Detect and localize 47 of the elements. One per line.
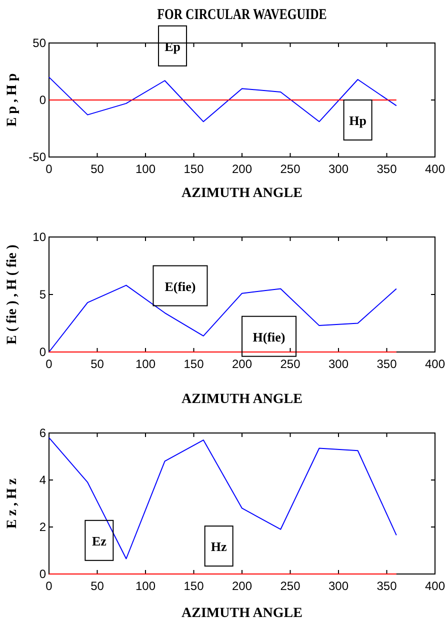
x-tick-label: 100 bbox=[135, 162, 156, 176]
x-tick-label: 400 bbox=[424, 357, 445, 371]
x-tick-label: 250 bbox=[280, 357, 301, 371]
x-tick-label: 50 bbox=[90, 357, 104, 371]
x-tick-label: 50 bbox=[90, 162, 104, 176]
y-tick-label: 0 bbox=[39, 567, 46, 581]
x-tick-label: 400 bbox=[424, 579, 445, 593]
x-tick-label: 150 bbox=[184, 162, 204, 176]
x-tick-label: 350 bbox=[376, 579, 398, 593]
annotation: E(fie) bbox=[164, 278, 196, 294]
y-tick-label: -50 bbox=[28, 150, 46, 164]
x-tick-label: 150 bbox=[184, 579, 204, 593]
y-tick-label: 0 bbox=[39, 345, 46, 359]
y-tick-label: 0 bbox=[39, 93, 46, 107]
annotation: Hz bbox=[210, 539, 228, 554]
y-tick-label: 2 bbox=[39, 520, 46, 534]
y-axis-title: E z , H z bbox=[5, 478, 20, 529]
x-tick-label: 150 bbox=[184, 357, 204, 371]
annotation: Hp bbox=[349, 113, 366, 128]
x-tick-label: 300 bbox=[328, 357, 349, 371]
x-tick-label: 250 bbox=[280, 162, 301, 176]
y-tick-label: 5 bbox=[39, 288, 46, 302]
x-tick-label: 400 bbox=[424, 162, 445, 176]
x-tick-label: 50 bbox=[90, 579, 104, 593]
y-tick-label: 6 bbox=[39, 426, 46, 440]
x-tick-label: 100 bbox=[135, 579, 156, 593]
y-axis-title: E ( fie ) , H ( fie ) bbox=[5, 244, 20, 344]
y-tick-label: 10 bbox=[32, 230, 46, 244]
x-tick-label: 100 bbox=[135, 357, 156, 371]
x-tick-label: 300 bbox=[328, 162, 349, 176]
annotation: Ez bbox=[92, 533, 107, 548]
x-tick-label: 200 bbox=[232, 162, 252, 176]
chart-title: FOR CIRCULAR WAVEGUIDE bbox=[157, 6, 327, 22]
x-tick-label: 250 bbox=[280, 579, 301, 593]
line-series bbox=[48, 437, 397, 560]
y-tick-label: 50 bbox=[32, 36, 46, 50]
x-tick-label: 350 bbox=[376, 357, 398, 371]
x-axis-title: AZIMUTH ANGLE bbox=[182, 186, 302, 201]
x-tick-label: 200 bbox=[232, 579, 252, 593]
x-tick-label: 350 bbox=[376, 162, 398, 176]
y-axis-title: E p , H p bbox=[5, 73, 20, 127]
x-axis-title: AZIMUTH ANGLE bbox=[182, 606, 302, 621]
y-tick-label: 4 bbox=[39, 473, 46, 487]
x-axis-title: AZIMUTH ANGLE bbox=[182, 392, 302, 407]
x-tick-label: 300 bbox=[328, 579, 349, 593]
annotation: H(fie) bbox=[252, 329, 286, 344]
x-tick-label: 200 bbox=[232, 357, 252, 371]
